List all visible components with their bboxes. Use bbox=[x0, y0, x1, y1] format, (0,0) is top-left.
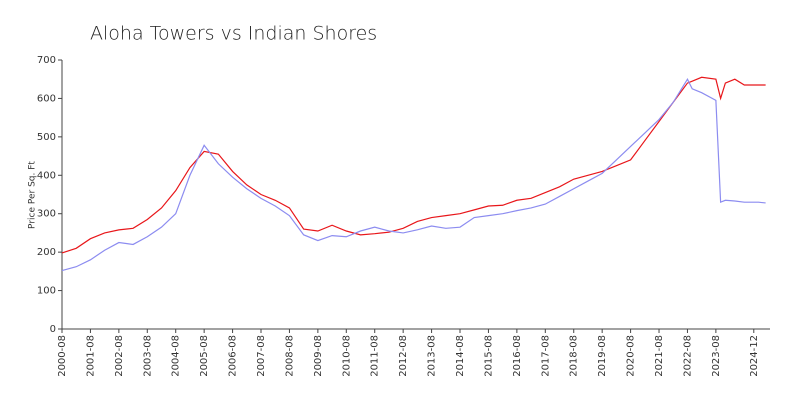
x-tick-label: 2010-08 bbox=[341, 335, 352, 377]
x-tick-label: 2016-08 bbox=[512, 335, 523, 377]
x-tick-label: 2000-08 bbox=[57, 335, 68, 377]
x-tick-label: 2011-08 bbox=[370, 335, 381, 377]
series-line bbox=[61, 76, 766, 254]
series-line bbox=[61, 77, 766, 272]
y-tick-label: 600 bbox=[37, 93, 56, 104]
x-tick-label: 2024-12 bbox=[749, 335, 760, 377]
y-tick-label: 200 bbox=[37, 247, 56, 258]
y-axis-label: Price Per Sq. Ft bbox=[28, 161, 38, 229]
y-tick-label: 0 bbox=[50, 324, 56, 335]
x-tick-label: 2020-08 bbox=[626, 335, 637, 377]
x-tick-label: 2002-08 bbox=[114, 335, 125, 377]
y-tick-label: 100 bbox=[37, 286, 56, 297]
x-tick-label: 2003-08 bbox=[142, 335, 153, 377]
x-tick-label: 2015-08 bbox=[483, 335, 494, 377]
y-tick-label: 500 bbox=[37, 132, 56, 143]
x-tick-label: 2006-08 bbox=[228, 335, 239, 377]
x-tick-label: 2023-08 bbox=[711, 335, 722, 377]
x-tick-label: 2012-08 bbox=[398, 335, 409, 377]
y-tick-label: 400 bbox=[37, 170, 56, 181]
y-tick-label: 700 bbox=[37, 55, 56, 66]
x-tick-label: 2001-08 bbox=[85, 335, 96, 377]
x-tick-label: 2019-08 bbox=[597, 335, 608, 377]
chart-title: Aloha Towers vs Indian Shores bbox=[90, 23, 377, 45]
x-tick-label: 2004-08 bbox=[171, 335, 182, 377]
x-tick-label: 2022-08 bbox=[682, 335, 693, 377]
x-tick-label: 2005-08 bbox=[199, 335, 210, 377]
x-tick-label: 2014-08 bbox=[455, 335, 466, 377]
x-tick-label: 2008-08 bbox=[284, 335, 295, 377]
x-tick-label: 2018-08 bbox=[569, 335, 580, 377]
x-tick-label: 2007-08 bbox=[256, 335, 267, 377]
x-tick-label: 2013-08 bbox=[427, 335, 438, 377]
x-tick-label: 2009-08 bbox=[313, 335, 324, 377]
x-tick-label: 2021-08 bbox=[654, 335, 665, 377]
y-tick-label: 300 bbox=[37, 209, 56, 220]
x-tick-label: 2017-08 bbox=[540, 335, 551, 377]
